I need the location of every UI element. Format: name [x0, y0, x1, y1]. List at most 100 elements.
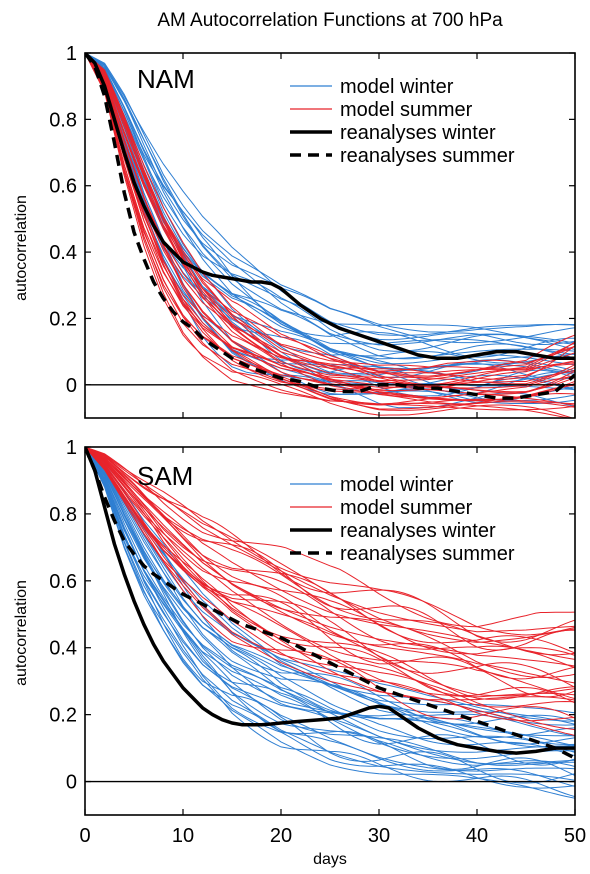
sam-model-winter-line — [85, 447, 575, 776]
nam-axes-frame — [84, 52, 576, 419]
sam-model-winter-line — [85, 447, 575, 753]
sam-model-summer-line — [85, 447, 575, 684]
nam-y-tick-label: 0.2 — [49, 308, 77, 330]
nam-panel-label: NAM — [137, 64, 195, 94]
nam-model-winter-line — [85, 53, 575, 391]
sam-lines — [85, 447, 575, 799]
sam-x-tick-label: 50 — [564, 825, 586, 847]
sam-x-tick-label: 30 — [368, 825, 390, 847]
sam-model-winter-line — [85, 447, 575, 781]
nam-y-tick-label: 0.6 — [49, 176, 77, 198]
sam-model-summer-line — [85, 447, 575, 700]
sam-model-winter-line — [85, 447, 575, 745]
nam-model-winter-line — [85, 53, 575, 394]
nam-model-winter-line — [85, 53, 575, 333]
nam-model-winter-line — [85, 53, 575, 352]
nam-legend-label: model summer — [340, 99, 473, 121]
nam-model-summer-line — [85, 53, 575, 382]
nam-y-tick-label: 0.4 — [49, 242, 77, 264]
nam-model-summer-line — [85, 53, 575, 385]
nam-model-summer-line — [85, 53, 574, 418]
sam-legend-label: model summer — [340, 497, 473, 519]
sam-reanalyses-winter-line — [85, 447, 575, 755]
nam-model-winter-line — [85, 53, 575, 345]
nam-model-winter-line — [85, 53, 575, 345]
sam-model-summer-line — [85, 447, 575, 680]
x-axis-label: days — [313, 851, 347, 868]
nam-model-summer-line — [85, 53, 575, 380]
sam-model-summer-line — [85, 447, 575, 643]
sam-model-winter-line — [85, 447, 575, 757]
nam-y-axis-label: autocorrelation — [13, 195, 30, 301]
sam-y-tick-label: 0.8 — [49, 504, 77, 526]
sam-y-tick-label: 1 — [66, 437, 77, 459]
nam-y-tick-label: 1 — [66, 43, 77, 65]
nam-model-winter-line — [85, 53, 575, 364]
sam-legend-label: model winter — [340, 474, 454, 496]
sam-model-summer-line — [85, 447, 575, 628]
sam-legend-label: reanalyses winter — [340, 520, 496, 542]
nam-model-winter-line — [85, 53, 575, 356]
sam-x-tick-label: 10 — [172, 825, 194, 847]
sam-model-winter-line — [85, 447, 575, 784]
sam-panel-label: SAM — [137, 461, 193, 491]
nam-panel: 0 0.2 0.4 0.6 0.8 1 NAM autocorrelation model… — [13, 43, 576, 419]
sam-model-summer-line — [85, 447, 575, 688]
nam-model-summer-line — [85, 53, 575, 399]
sam-model-summer-line — [85, 447, 575, 698]
sam-y-axis-label: autocorrelation — [13, 580, 30, 686]
sam-y-tick-label: 0.4 — [49, 638, 77, 660]
sam-y-tick-label: 0 — [66, 772, 77, 794]
nam-model-summer-line — [85, 53, 575, 387]
sam-model-summer-line — [85, 447, 575, 669]
nam-model-summer-line — [85, 53, 575, 386]
sam-model-summer-line — [85, 447, 575, 720]
sam-x-tick-label: 20 — [270, 825, 292, 847]
sam-model-summer-line — [85, 447, 575, 667]
nam-lines — [85, 53, 575, 418]
sam-y-tick-label: 0.6 — [49, 571, 77, 593]
nam-legend-label: reanalyses summer — [340, 145, 515, 167]
nam-model-summer-line — [85, 53, 575, 401]
sam-model-winter-line — [85, 447, 575, 766]
sam-model-summer-line — [85, 447, 575, 701]
nam-model-summer-line — [85, 53, 575, 378]
nam-model-winter-line — [85, 53, 575, 395]
sam-model-summer-line — [85, 447, 575, 731]
nam-plot-area: 0 0.2 0.4 0.6 0.8 1 — [49, 43, 576, 419]
sam-model-winter-line — [85, 447, 575, 722]
nam-model-summer-line — [85, 53, 575, 372]
sam-model-winter-line — [85, 447, 575, 737]
nam-reanalyses-winter-line — [85, 53, 575, 361]
nam-legend-label: reanalyses winter — [340, 122, 496, 144]
nam-model-summer-line — [85, 53, 575, 394]
nam-y-tick-label: 0.8 — [49, 109, 77, 131]
sam-axes-frame — [84, 446, 576, 816]
sam-plot-area: 0 10 20 30 40 50 0 0.2 0.4 0.6 0.8 1 — [49, 437, 586, 847]
sam-model-winter-line — [85, 447, 575, 789]
nam-model-winter-line — [85, 53, 575, 360]
sam-model-summer-line — [85, 447, 575, 704]
sam-y-tick-label: 0.2 — [49, 705, 77, 727]
sam-x-tick-label: 0 — [79, 825, 90, 847]
sam-legend-label: reanalyses summer — [340, 543, 515, 565]
nam-model-summer-line — [85, 53, 575, 389]
sam-model-summer-line — [85, 447, 575, 697]
nam-model-summer-line — [85, 53, 575, 370]
sam-model-summer-line — [85, 447, 575, 660]
figure-title: AM Autocorrelation Functions at 700 hPa — [157, 10, 503, 31]
sam-model-summer-line — [85, 447, 575, 679]
sam-reanalyses-summer-line — [85, 447, 575, 760]
nam-model-winter-line — [85, 53, 575, 346]
nam-model-winter-line — [85, 53, 575, 397]
nam-y-tick-label: 0 — [66, 375, 77, 397]
sam-x-tick-label: 40 — [466, 825, 488, 847]
sam-model-summer-line — [85, 447, 575, 651]
nam-legend-label: model winter — [340, 76, 454, 98]
sam-model-winter-line — [85, 447, 575, 772]
sam-model-summer-line — [85, 447, 575, 722]
nam-model-summer-line — [85, 53, 575, 392]
